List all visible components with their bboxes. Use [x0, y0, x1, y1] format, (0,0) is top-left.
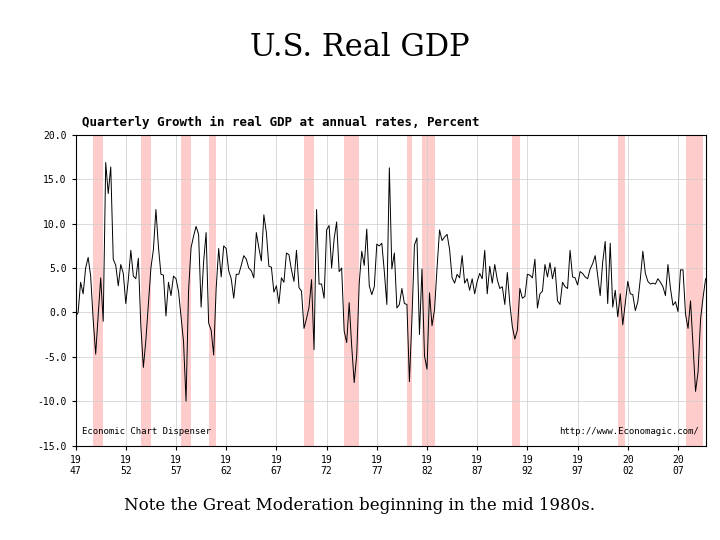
Text: http://www.Economagic.com/: http://www.Economagic.com/ — [559, 427, 699, 436]
Bar — [181, 135, 191, 446]
Text: Economic Chart Dispenser: Economic Chart Dispenser — [82, 427, 211, 436]
Text: U.S. Real GDP: U.S. Real GDP — [250, 32, 470, 63]
Text: Quarterly Growth in real GDP at annual rates, Percent: Quarterly Growth in real GDP at annual r… — [82, 116, 480, 129]
Bar — [513, 135, 520, 446]
Bar — [209, 135, 216, 446]
Bar — [422, 135, 435, 446]
Bar — [93, 135, 103, 446]
Bar — [618, 135, 625, 446]
Bar — [344, 135, 359, 446]
Bar — [685, 135, 703, 446]
Bar — [141, 135, 151, 446]
Text: Note the Great Moderation beginning in the mid 1980s.: Note the Great Moderation beginning in t… — [125, 497, 595, 514]
Bar — [304, 135, 314, 446]
Bar — [407, 135, 412, 446]
